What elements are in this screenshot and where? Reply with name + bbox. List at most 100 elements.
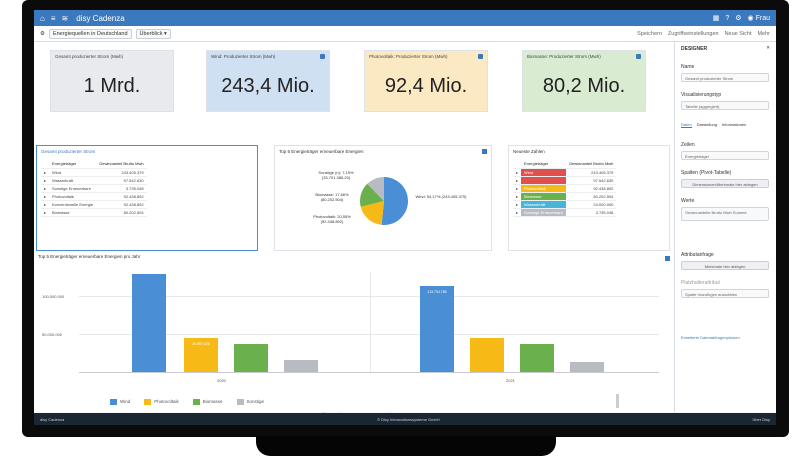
bar-2020-wind[interactable] (132, 274, 166, 372)
bar-2021-sonstige[interactable] (570, 362, 604, 372)
pie-slice-sonstige[interactable] (367, 177, 384, 201)
edit-icon[interactable] (636, 54, 641, 59)
breadcrumb[interactable]: Energiequellen in Deutschland (48, 28, 132, 39)
bar-2021-wind[interactable]: 113.734.765 (420, 286, 454, 372)
view-selector[interactable]: Überblick ▾ (135, 28, 171, 39)
edit-icon[interactable] (478, 54, 483, 59)
filter-dropzone[interactable]: Merkmale hier ablegen (681, 261, 769, 270)
more-button[interactable]: Mehr (757, 30, 770, 37)
access-button[interactable]: Zugriffseinstellungen (667, 30, 719, 37)
placeholder-select[interactable]: Spalte hinzufügen auswählen (681, 289, 769, 298)
grid-icon[interactable]: ▦ (712, 15, 720, 22)
table-panel-total[interactable]: Gesamt produzierter Strom Energieträger G… (36, 145, 258, 251)
expand-icon[interactable]: ▸ (41, 176, 50, 185)
expand-icon[interactable]: ▸ (41, 200, 50, 209)
bar-2020-biomasse[interactable] (234, 344, 268, 372)
cols-label: Spalten (Pivot-Tabelle) (681, 170, 732, 176)
table-row[interactable]: ▸ Konventionelle Energie 92.438.892 (41, 200, 147, 209)
toolbar: ⚙ Energiequellen in Deutschland Überblic… (34, 26, 776, 42)
name-field[interactable]: Gesamt produzierter Strom (681, 73, 769, 82)
kpi-total[interactable]: Gesamt produzierter Strom (Mwh) 1 Mrd. (50, 50, 174, 112)
data-table: Energieträger Gewinnanteil Brutto Mwh ▸ Wi… (41, 160, 147, 217)
table-row[interactable]: ▸ Biomasse 80.202.504 (41, 208, 147, 217)
save-button[interactable]: Speichern (637, 30, 662, 37)
expand-icon[interactable]: ▸ (41, 208, 50, 217)
status-right[interactable]: Über Disy (752, 416, 770, 422)
row-label: Konventionelle Energie (49, 200, 97, 209)
edit-icon[interactable] (665, 256, 670, 261)
vis-type-select[interactable]: Tabelle (aggregiert) (681, 101, 769, 110)
gear-icon[interactable]: ⚙ (40, 30, 45, 37)
table-panel-latest[interactable]: Neueste Zahlen Energieträger Gewinnanteil… (508, 145, 670, 251)
table-row[interactable]: ▸ Sonstige Erneuerbare 3.735.048 (41, 184, 147, 193)
bar-2020-sonstige[interactable] (284, 360, 318, 372)
kpi-value: 1 Mrd. (83, 75, 141, 97)
kpi-biomasse[interactable]: Biomasse: Produzierter Strom (Mwh) 80,2 … (522, 50, 646, 112)
cols-dropzone[interactable]: Dimensionen/Merkmale hier ablegen (681, 179, 769, 188)
tab-informationen[interactable]: Informationen (721, 122, 747, 127)
legend-item-sonstige[interactable]: Sonstige (236, 399, 264, 405)
pie-slice-photovoltaik[interactable] (360, 201, 384, 225)
pie-label: Wind: 54,17% (243.405.379) (415, 194, 467, 199)
kpi-wind[interactable]: Wind: Produzierter Strom (Mwh) 243,4 Mio… (206, 50, 330, 112)
kpi-title: Wind: Produzierter Strom (Mwh) (211, 54, 276, 59)
pie-slice-biomasse[interactable] (359, 183, 384, 207)
pie-slice-wind[interactable] (381, 177, 409, 225)
settings-icon[interactable]: ⚙ (735, 15, 742, 22)
bar-2021-biomasse[interactable] (520, 344, 554, 372)
menu-icon[interactable]: ≡ (50, 13, 56, 23)
row-value: 80.202.504 (565, 192, 617, 201)
row-label: Sonstige Erneuerbare (49, 184, 97, 193)
column-header[interactable]: Energieträger (521, 160, 566, 169)
expand-icon[interactable]: ▸ (513, 184, 522, 193)
expand-icon[interactable]: ▸ (513, 168, 522, 177)
bar-2021-photovoltaik[interactable] (470, 338, 504, 372)
column-header[interactable]: Gewinnanteil Brutto Mwh (96, 160, 147, 169)
legend-item-photovoltaik[interactable]: Photovoltaik (144, 399, 179, 405)
new-view-button[interactable]: Neue Sicht (724, 30, 752, 37)
user-menu[interactable]: ◉ Frau (747, 15, 770, 22)
extended-options-link[interactable]: Erweiterte Datenabfrageoptionen (681, 335, 740, 340)
table-row[interactable]: ▸ Wasserkraft 97.542.630 (41, 176, 147, 185)
row-label: Sonstige Erneuerbare (521, 208, 566, 217)
row-label: Biomasse (49, 208, 97, 217)
expand-icon[interactable]: ▸ (41, 168, 50, 177)
expand-icon[interactable]: ▸ (41, 192, 50, 201)
column-header[interactable]: Energieträger (49, 160, 97, 169)
scrollbar[interactable] (616, 394, 619, 408)
expand-icon[interactable]: ▸ (513, 176, 522, 185)
legend-item-wind[interactable]: Wind (110, 399, 130, 405)
home-icon[interactable]: ⌂ (40, 13, 45, 23)
legend-item-biomasse[interactable]: Biomasse (192, 399, 223, 405)
bar-2020-photovoltaik[interactable]: 20.857.626 (184, 338, 218, 372)
close-icon[interactable]: ✕ (766, 45, 770, 50)
table-row[interactable]: ▸ 97.542.630 (513, 176, 617, 185)
table-row[interactable]: ▸ Photovoltaik 92.438.892 (513, 184, 617, 193)
expand-icon[interactable]: ▸ (513, 200, 522, 209)
expand-icon[interactable]: ▸ (513, 192, 522, 201)
expand-icon[interactable]: ▸ (41, 184, 50, 193)
edit-icon[interactable] (482, 149, 487, 154)
row-label: Wind (49, 168, 97, 177)
edit-icon[interactable] (320, 54, 325, 59)
expand-icon[interactable]: ▸ (513, 208, 522, 217)
values-field[interactable]: Gewinnanteile Brutto Mwh Summe (681, 207, 769, 221)
y-tick-label: 50.000.000 (42, 332, 63, 337)
row-value: 243.405.379 (96, 168, 147, 177)
table-row[interactable]: ▸ Wind 243.405.379 (513, 168, 617, 177)
table-row[interactable]: ▸ Biomasse 80.202.504 (513, 192, 617, 201)
tab-daten[interactable]: Daten (681, 122, 692, 128)
bar-chart-panel[interactable]: Top 5 Energieträger erneuerbare Energien… (34, 254, 674, 412)
kpi-photovoltaik[interactable]: Photovoltaik: Produzierter Strom (Mwh) 9… (364, 50, 488, 112)
grid-line (79, 296, 659, 297)
table-row[interactable]: ▸ Wind 243.405.379 (41, 168, 147, 177)
row-label: Wasserkraft (49, 176, 97, 185)
pie-panel[interactable]: Top 5 Energieträger erneuerbare Energien… (274, 145, 492, 251)
column-header[interactable]: Gewinnanteil Brutto Mwh (565, 160, 617, 169)
tab-darstellung[interactable]: Darstellung (696, 122, 717, 127)
table-row[interactable]: ▸ Wasserkraft 24.000.000 (513, 200, 617, 209)
help-icon[interactable]: ? (725, 14, 730, 22)
table-row[interactable]: ▸ Sonstige Erneuerbare 3.735.048 (513, 208, 617, 217)
table-row[interactable]: ▸ Photovoltaik 92.438.892 (41, 192, 147, 201)
rows-field[interactable]: Energieträger (681, 151, 769, 160)
